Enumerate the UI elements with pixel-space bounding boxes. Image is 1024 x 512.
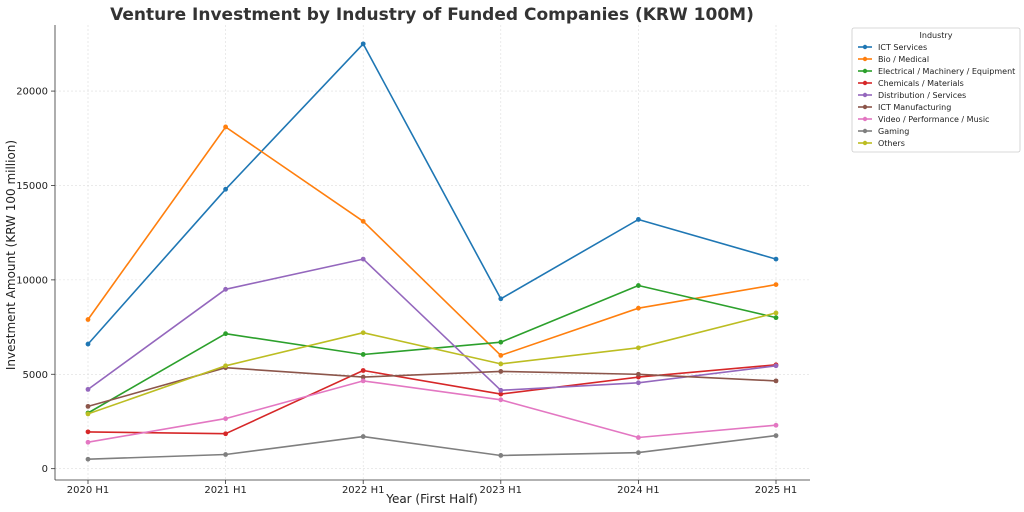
data-point-electrical-machinery-equipment	[636, 283, 641, 288]
data-point-electrical-machinery-equipment	[360, 352, 366, 357]
legend-title: Industry	[920, 31, 953, 40]
data-point-electrical-machinery-equipment	[498, 339, 504, 345]
legend-label-gaming: Gaming	[878, 127, 909, 136]
legend-marker-video-performance-music	[862, 116, 868, 122]
y-axis-label: Investment Amount (KRW 100 million)	[4, 140, 18, 370]
data-point-video-performance-music	[498, 397, 504, 403]
axes: 2020 H1 2021 H1 2022 H1 2023 H1 2024 H1 2025 …	[16, 25, 810, 496]
legend-label-ict-services: ICT Services	[878, 43, 927, 52]
data-point-ict-services	[223, 186, 229, 192]
data-point-ict-services	[85, 341, 91, 347]
data-point-ict-manufacturing	[498, 369, 504, 374]
data-point-others	[498, 361, 504, 367]
data-point-chemicals-materials	[360, 368, 366, 373]
legend-box	[851, 27, 1021, 153]
legend-label-distribution-services: Distribution / Services	[878, 91, 966, 100]
x-tick-label: 2025 H1	[755, 485, 798, 496]
legend-marker-bio-medical	[862, 56, 868, 62]
data-point-distribution-services	[773, 363, 779, 369]
series-line-gaming	[87, 434, 777, 460]
data-point-others	[360, 330, 366, 336]
chart-title: Venture Investment by Industry of Funded…	[110, 5, 754, 25]
legend-marker-distribution-services	[862, 92, 868, 98]
grid-lines	[55, 25, 810, 480]
data-point-distribution-services	[85, 386, 91, 392]
legend: Industry ICT Services Bio / Medical Electri…	[851, 27, 1021, 153]
x-tick-label: 2023 H1	[480, 485, 523, 496]
x-tick-label: 2022 H1	[342, 485, 385, 496]
legend-marker-ict-services	[862, 44, 868, 50]
data-point-video-performance-music	[85, 439, 91, 445]
data-point-distribution-services	[498, 387, 504, 393]
legend-marker-ict-manufacturing	[862, 104, 868, 110]
legend-label-bio-medical: Bio / Medical	[878, 55, 929, 64]
data-point-distribution-services	[636, 380, 641, 386]
data-point-ict-manufacturing	[360, 374, 366, 380]
data-point-distribution-services	[223, 286, 229, 292]
series-line-electrical-machinery-equipment	[87, 284, 777, 414]
y-tick-label: 15000	[16, 181, 48, 192]
series-lines	[85, 41, 779, 462]
legend-marker-chemicals-materials	[862, 80, 868, 86]
data-point-ict-services	[773, 256, 779, 262]
data-point-bio-medical	[223, 124, 229, 130]
data-point-gaming	[498, 453, 504, 458]
series-line-ict-services	[87, 43, 777, 345]
data-point-others	[773, 310, 779, 316]
data-point-chemicals-materials	[85, 429, 91, 435]
legend-marker-gaming	[862, 128, 868, 134]
legend-label-others: Others	[878, 139, 905, 148]
y-tick-label: 10000	[16, 275, 48, 286]
data-point-gaming	[85, 456, 91, 462]
data-point-others	[85, 411, 91, 417]
data-point-bio-medical	[360, 218, 366, 224]
series-line-chemicals-materials	[87, 364, 777, 435]
legend-label-electrical-machinery-equipment: Electrical / Machinery / Equipment	[878, 67, 1015, 76]
data-point-bio-medical	[636, 305, 641, 311]
y-tick-label: 5000	[23, 370, 48, 381]
data-point-gaming	[223, 452, 229, 457]
data-point-electrical-machinery-equipment	[223, 331, 229, 337]
data-point-electrical-machinery-equipment	[773, 315, 779, 321]
data-point-gaming	[636, 450, 641, 456]
data-point-gaming	[360, 434, 366, 439]
data-point-ict-manufacturing	[636, 371, 641, 377]
data-point-gaming	[773, 433, 779, 439]
data-point-video-performance-music	[223, 416, 229, 422]
x-axis-label: Year (First Half)	[385, 492, 478, 506]
data-point-ict-services	[498, 296, 504, 302]
series-line-bio-medical	[87, 126, 777, 357]
data-point-ict-manufacturing	[85, 403, 91, 409]
data-point-ict-services	[636, 217, 641, 222]
data-point-video-performance-music	[636, 435, 641, 440]
data-point-video-performance-music	[773, 422, 779, 428]
data-point-chemicals-materials	[223, 431, 229, 437]
data-point-chemicals-materials	[498, 391, 504, 397]
series-line-others	[87, 312, 777, 415]
x-tick-label: 2024 H1	[617, 485, 660, 496]
data-point-ict-services	[360, 41, 366, 47]
data-point-bio-medical	[773, 282, 779, 287]
y-tick-label: 20000	[16, 87, 48, 98]
data-point-bio-medical	[498, 352, 504, 358]
legend-label-ict-manufacturing: ICT Manufacturing	[878, 103, 951, 112]
legend-marker-others	[862, 140, 868, 146]
series-line-distribution-services	[87, 258, 777, 392]
data-point-video-performance-music	[360, 378, 366, 384]
series-line-video-performance-music	[87, 380, 777, 443]
data-point-others	[223, 363, 229, 369]
data-point-ict-manufacturing	[773, 378, 779, 384]
y-tick-label: 0	[42, 464, 48, 475]
legend-marker-electrical-machinery-equipment	[862, 68, 868, 74]
x-tick-label: 2021 H1	[204, 485, 247, 496]
data-point-distribution-services	[360, 256, 366, 262]
legend-label-video-performance-music: Video / Performance / Music	[878, 115, 989, 124]
data-point-bio-medical	[85, 317, 91, 322]
x-tick-label: 2020 H1	[67, 485, 110, 496]
data-point-others	[636, 345, 641, 351]
legend-label-chemicals-materials: Chemicals / Materials	[878, 79, 964, 88]
